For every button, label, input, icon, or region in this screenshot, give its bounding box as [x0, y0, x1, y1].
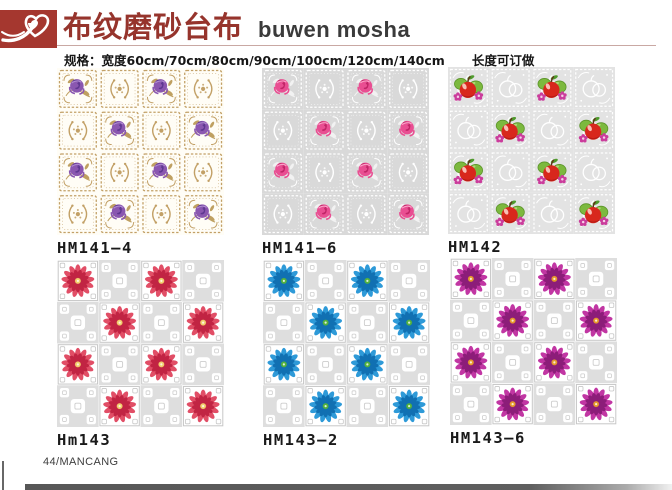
product-card: HM143—2	[263, 260, 430, 449]
product-swatch	[57, 68, 224, 235]
page-header: 布纹磨砂台布 buwen mosha	[63, 9, 410, 45]
page-bottom-shadow	[25, 484, 672, 490]
product-swatch	[57, 260, 224, 427]
page-title-en: buwen mosha	[258, 17, 411, 42]
product-code-label: HM143—2	[263, 431, 339, 449]
product-card: HM141—4	[57, 68, 224, 257]
header-divider	[57, 45, 656, 46]
product-swatch	[262, 68, 429, 235]
product-code-label: HM141—6	[262, 239, 338, 257]
heart-swoosh-icon	[0, 10, 57, 48]
product-card: HM143—6	[450, 258, 617, 447]
product-swatch	[263, 260, 430, 427]
page-edge-line	[2, 461, 4, 490]
product-swatch	[448, 67, 615, 234]
product-card: HM142	[448, 67, 615, 256]
product-card: HM141—6	[262, 68, 429, 257]
spec-line: 规格：宽度60cm/70cm/80cm/90cm/100cm/120cm/140…	[64, 50, 534, 69]
product-code-label: HM143—6	[450, 429, 526, 447]
brand-logo	[0, 10, 57, 48]
product-card: Hm143	[57, 260, 224, 449]
product-code-label: HM141—4	[57, 239, 133, 257]
spec-note: 长度可订做	[471, 53, 535, 68]
product-code-label: HM142	[448, 238, 503, 256]
product-code-label: Hm143	[57, 431, 112, 449]
page-title-cn: 布纹磨砂台布	[63, 10, 244, 44]
page-number: 44/MANCANG	[43, 456, 119, 468]
spec-sizes: 宽度60cm/70cm/80cm/90cm/100cm/120cm/140cm	[101, 53, 445, 68]
spec-label: 规格：	[64, 53, 102, 68]
product-swatch	[450, 258, 617, 425]
